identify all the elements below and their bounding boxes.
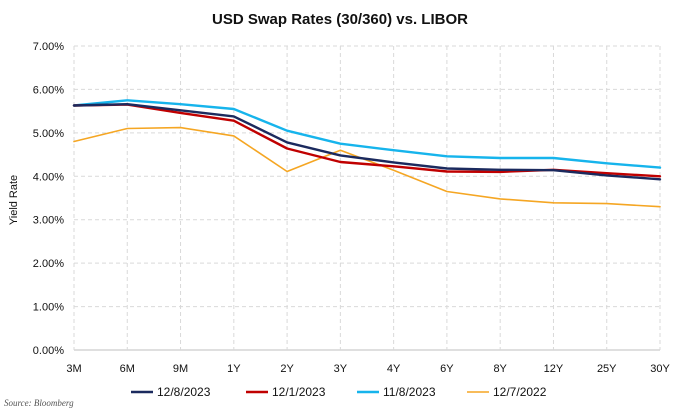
y-tick-label: 6.00%	[33, 84, 64, 96]
x-tick-label: 25Y	[597, 363, 617, 375]
x-tick-label: 1Y	[227, 363, 241, 375]
legend: 12/8/2023 12/1/2023 11/8/2023 12/7/2022	[131, 385, 547, 399]
series-lines	[72, 99, 662, 208]
series-line-0	[72, 102, 662, 181]
y-tick-label: 7.00%	[33, 41, 64, 53]
legend-label: 12/1/2023	[272, 385, 326, 399]
x-tick-labels: 3M 6M 9M 1Y 2Y 3Y 4Y 6Y 8Y 12Y 25Y 30Y	[66, 363, 670, 375]
y-tick-label: 3.00%	[33, 215, 64, 227]
x-tick-label: 2Y	[280, 363, 294, 375]
x-tick-label: 6M	[120, 363, 135, 375]
legend-label: 12/8/2023	[157, 385, 211, 399]
series-line-3	[73, 126, 661, 208]
chart-title: USD Swap Rates (30/360) vs. LIBOR	[212, 11, 468, 28]
y-tick-label: 1.00%	[33, 302, 64, 314]
legend-label: 11/8/2023	[383, 385, 436, 399]
x-tick-label: 3Y	[334, 363, 348, 375]
y-axis-label: Yield Rate	[8, 175, 20, 225]
y-tick-label: 5.00%	[33, 128, 64, 140]
y-tick-label: 4.00%	[33, 171, 64, 183]
y-tick-label: 0.00%	[33, 345, 64, 357]
x-tick-label: 3M	[66, 363, 81, 375]
legend-label: 12/7/2022	[493, 385, 547, 399]
x-tick-label: 4Y	[387, 363, 401, 375]
grid	[73, 45, 661, 351]
series-line-1	[72, 103, 662, 178]
x-tick-label: 9M	[173, 363, 188, 375]
y-tick-labels: 0.00% 1.00% 2.00% 3.00% 4.00% 5.00% 6.00% 7.00%	[33, 41, 64, 357]
x-tick-label: 6Y	[440, 363, 454, 375]
y-tick-label: 2.00%	[33, 258, 64, 270]
source-note: Source: Bloomberg	[4, 398, 74, 408]
x-tick-label: 12Y	[544, 363, 564, 375]
x-tick-label: 8Y	[493, 363, 507, 375]
x-tick-label: 30Y	[650, 363, 670, 375]
series-line-2	[72, 99, 662, 169]
